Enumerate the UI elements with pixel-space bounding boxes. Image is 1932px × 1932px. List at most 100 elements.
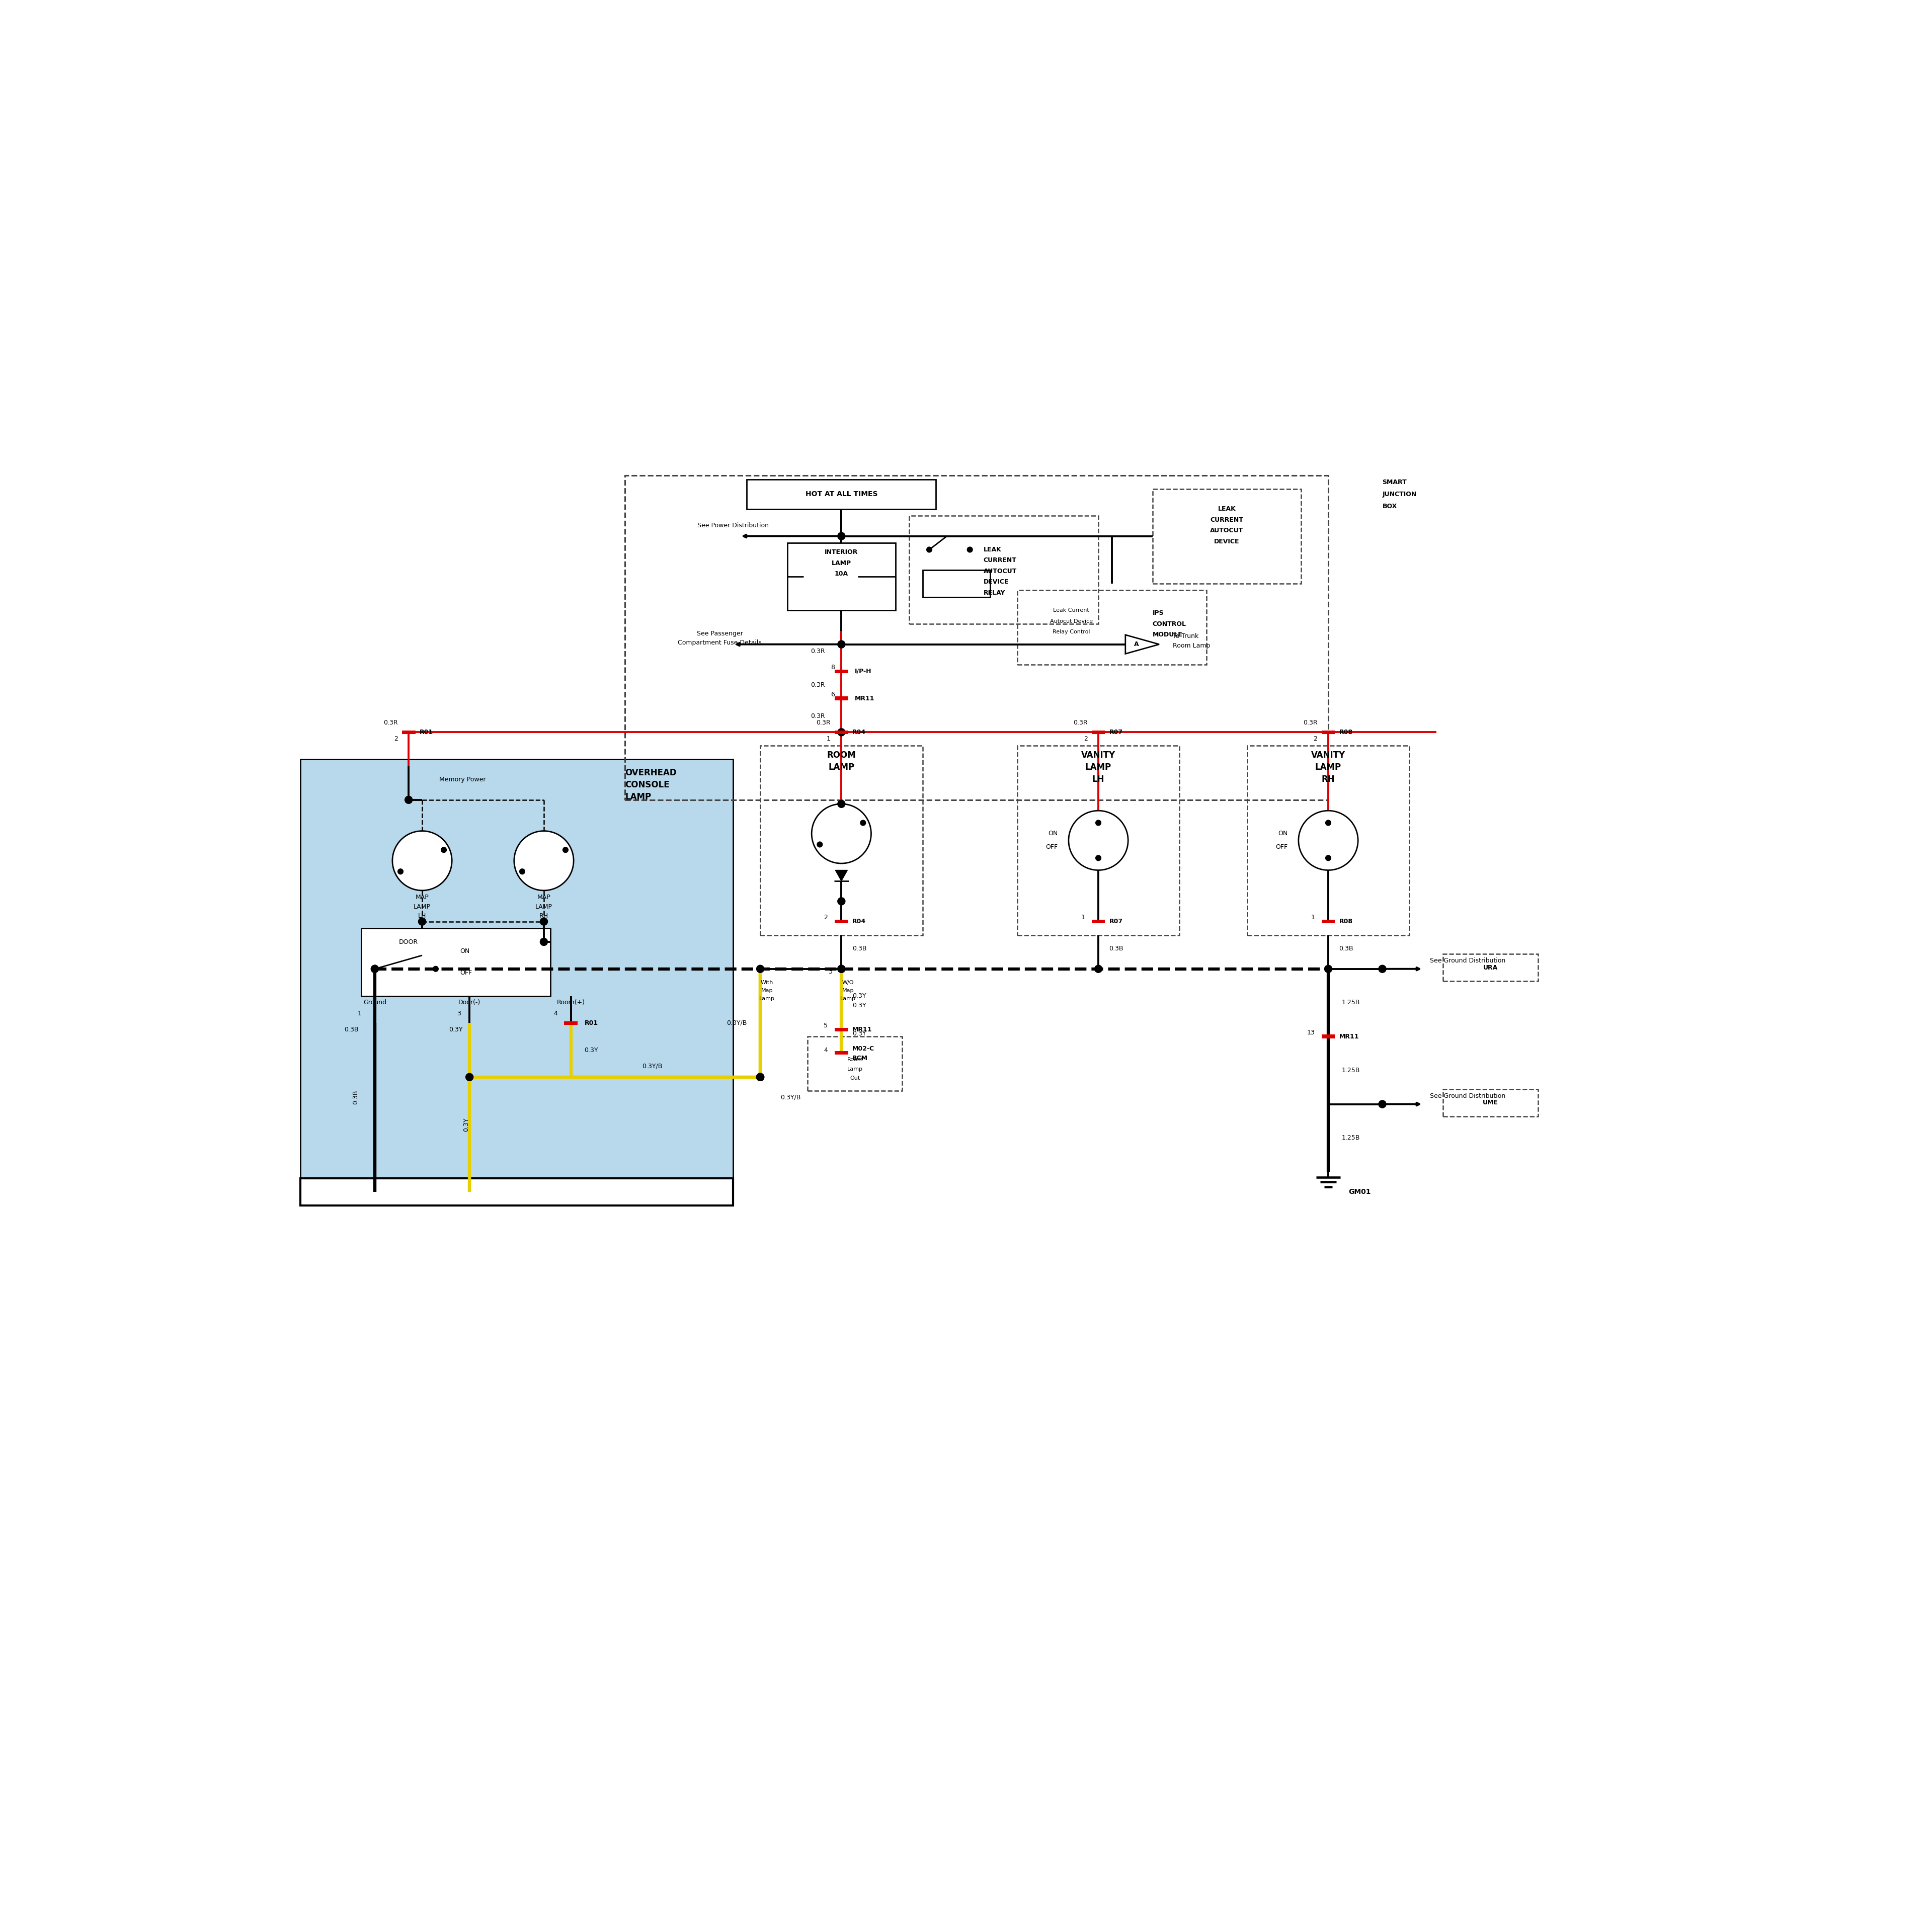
- Circle shape: [440, 846, 446, 852]
- Text: IPS: IPS: [1151, 611, 1163, 616]
- Text: Memory Power: Memory Power: [439, 777, 487, 782]
- Bar: [624, 475, 1327, 800]
- Circle shape: [541, 918, 547, 925]
- Circle shape: [466, 1074, 473, 1080]
- Text: R01: R01: [419, 728, 433, 736]
- Text: 5: 5: [823, 1022, 827, 1030]
- Bar: [835, 1051, 848, 1055]
- Text: MAP: MAP: [415, 895, 429, 900]
- Text: MR11: MR11: [854, 696, 875, 701]
- Text: ON: ON: [460, 949, 469, 954]
- Text: 0.3R: 0.3R: [811, 682, 825, 688]
- Text: 0.3B: 0.3B: [352, 1090, 359, 1105]
- Polygon shape: [1124, 636, 1159, 653]
- Bar: [746, 479, 935, 510]
- Text: 1: 1: [357, 1010, 361, 1016]
- Circle shape: [838, 966, 844, 972]
- Text: MR11: MR11: [852, 1026, 871, 1034]
- Text: DEVICE: DEVICE: [983, 580, 1009, 585]
- Text: 0.3Y: 0.3Y: [852, 1003, 866, 1009]
- Text: 0.3R: 0.3R: [815, 719, 831, 726]
- Text: 10A: 10A: [835, 570, 848, 578]
- Circle shape: [757, 966, 763, 972]
- Polygon shape: [835, 869, 848, 881]
- Circle shape: [398, 869, 404, 875]
- Circle shape: [1095, 819, 1101, 825]
- Text: See Passenger: See Passenger: [697, 630, 742, 638]
- Bar: [835, 1028, 848, 1032]
- Bar: [808, 1037, 902, 1090]
- Text: ROOM: ROOM: [827, 752, 856, 759]
- Text: MR11: MR11: [1339, 1034, 1358, 1039]
- Text: See Ground Distribution: See Ground Distribution: [1430, 1094, 1505, 1099]
- Bar: [1321, 920, 1335, 923]
- Text: OFF: OFF: [460, 970, 471, 976]
- Text: R07: R07: [1109, 728, 1122, 736]
- Text: 4: 4: [823, 1047, 827, 1053]
- Text: Room Lamp: Room Lamp: [1173, 643, 1209, 649]
- Text: AUTOCUT: AUTOCUT: [983, 568, 1016, 574]
- Text: ON: ON: [1277, 831, 1287, 837]
- Circle shape: [373, 966, 377, 972]
- Bar: [402, 730, 415, 734]
- Text: Room: Room: [846, 1057, 864, 1063]
- Text: Autocut Device: Autocut Device: [1049, 618, 1094, 624]
- Circle shape: [927, 547, 931, 553]
- Bar: [1092, 920, 1105, 923]
- Text: ON: ON: [1047, 831, 1057, 837]
- Text: LH: LH: [1092, 775, 1105, 784]
- Text: 4: 4: [553, 1010, 556, 1016]
- Text: UME: UME: [1482, 1099, 1499, 1105]
- Text: Out: Out: [850, 1076, 860, 1082]
- Circle shape: [1095, 966, 1101, 972]
- Text: OFF: OFF: [1275, 844, 1287, 850]
- Text: 0.3R: 0.3R: [1072, 719, 1088, 726]
- Circle shape: [1068, 811, 1128, 869]
- Text: 3: 3: [829, 968, 833, 976]
- Text: R08: R08: [1339, 728, 1352, 736]
- Text: R01: R01: [583, 1020, 599, 1026]
- Text: LH: LH: [417, 914, 427, 920]
- Text: To Trunk: To Trunk: [1173, 634, 1198, 639]
- Bar: [1321, 1036, 1335, 1037]
- Text: VANITY: VANITY: [1082, 752, 1115, 759]
- Text: LEAK: LEAK: [1217, 506, 1236, 512]
- Text: SMART: SMART: [1381, 479, 1406, 485]
- Bar: [786, 543, 895, 611]
- Circle shape: [541, 939, 547, 945]
- Circle shape: [838, 728, 844, 736]
- Bar: [908, 516, 1097, 624]
- Bar: [1092, 730, 1105, 734]
- Text: 2: 2: [1314, 736, 1318, 742]
- Text: 1.25B: 1.25B: [1341, 1134, 1360, 1142]
- Circle shape: [1379, 1101, 1385, 1107]
- Bar: [1443, 954, 1538, 981]
- Text: MODULE: MODULE: [1151, 632, 1182, 638]
- Text: Door(-): Door(-): [458, 999, 481, 1007]
- Text: 0.3Y/B: 0.3Y/B: [781, 1094, 802, 1101]
- Circle shape: [371, 966, 379, 972]
- Circle shape: [1095, 856, 1101, 862]
- Text: 0.3Y/B: 0.3Y/B: [726, 1020, 746, 1026]
- Circle shape: [1379, 966, 1385, 972]
- Text: Lamp: Lamp: [846, 1066, 864, 1072]
- Text: INTERIOR: INTERIOR: [825, 549, 858, 556]
- Text: HOT AT ALL TIMES: HOT AT ALL TIMES: [806, 491, 877, 498]
- Text: 0.3B: 0.3B: [344, 1026, 359, 1034]
- Bar: [759, 746, 923, 935]
- Circle shape: [520, 869, 526, 875]
- Bar: [835, 670, 848, 672]
- Bar: [361, 929, 551, 997]
- Text: 0.3R: 0.3R: [383, 719, 398, 726]
- Text: 0.3B: 0.3B: [1339, 945, 1354, 952]
- Bar: [835, 697, 848, 699]
- Text: 1.25B: 1.25B: [1341, 999, 1360, 1007]
- Text: MAP: MAP: [537, 895, 551, 900]
- Text: 0.3Y: 0.3Y: [448, 1026, 464, 1034]
- Text: CONSOLE: CONSOLE: [624, 781, 670, 790]
- Text: LAMP: LAMP: [1316, 763, 1341, 773]
- Text: 0.3R: 0.3R: [811, 713, 825, 719]
- Bar: [835, 920, 848, 923]
- Circle shape: [838, 533, 844, 539]
- Circle shape: [562, 846, 568, 852]
